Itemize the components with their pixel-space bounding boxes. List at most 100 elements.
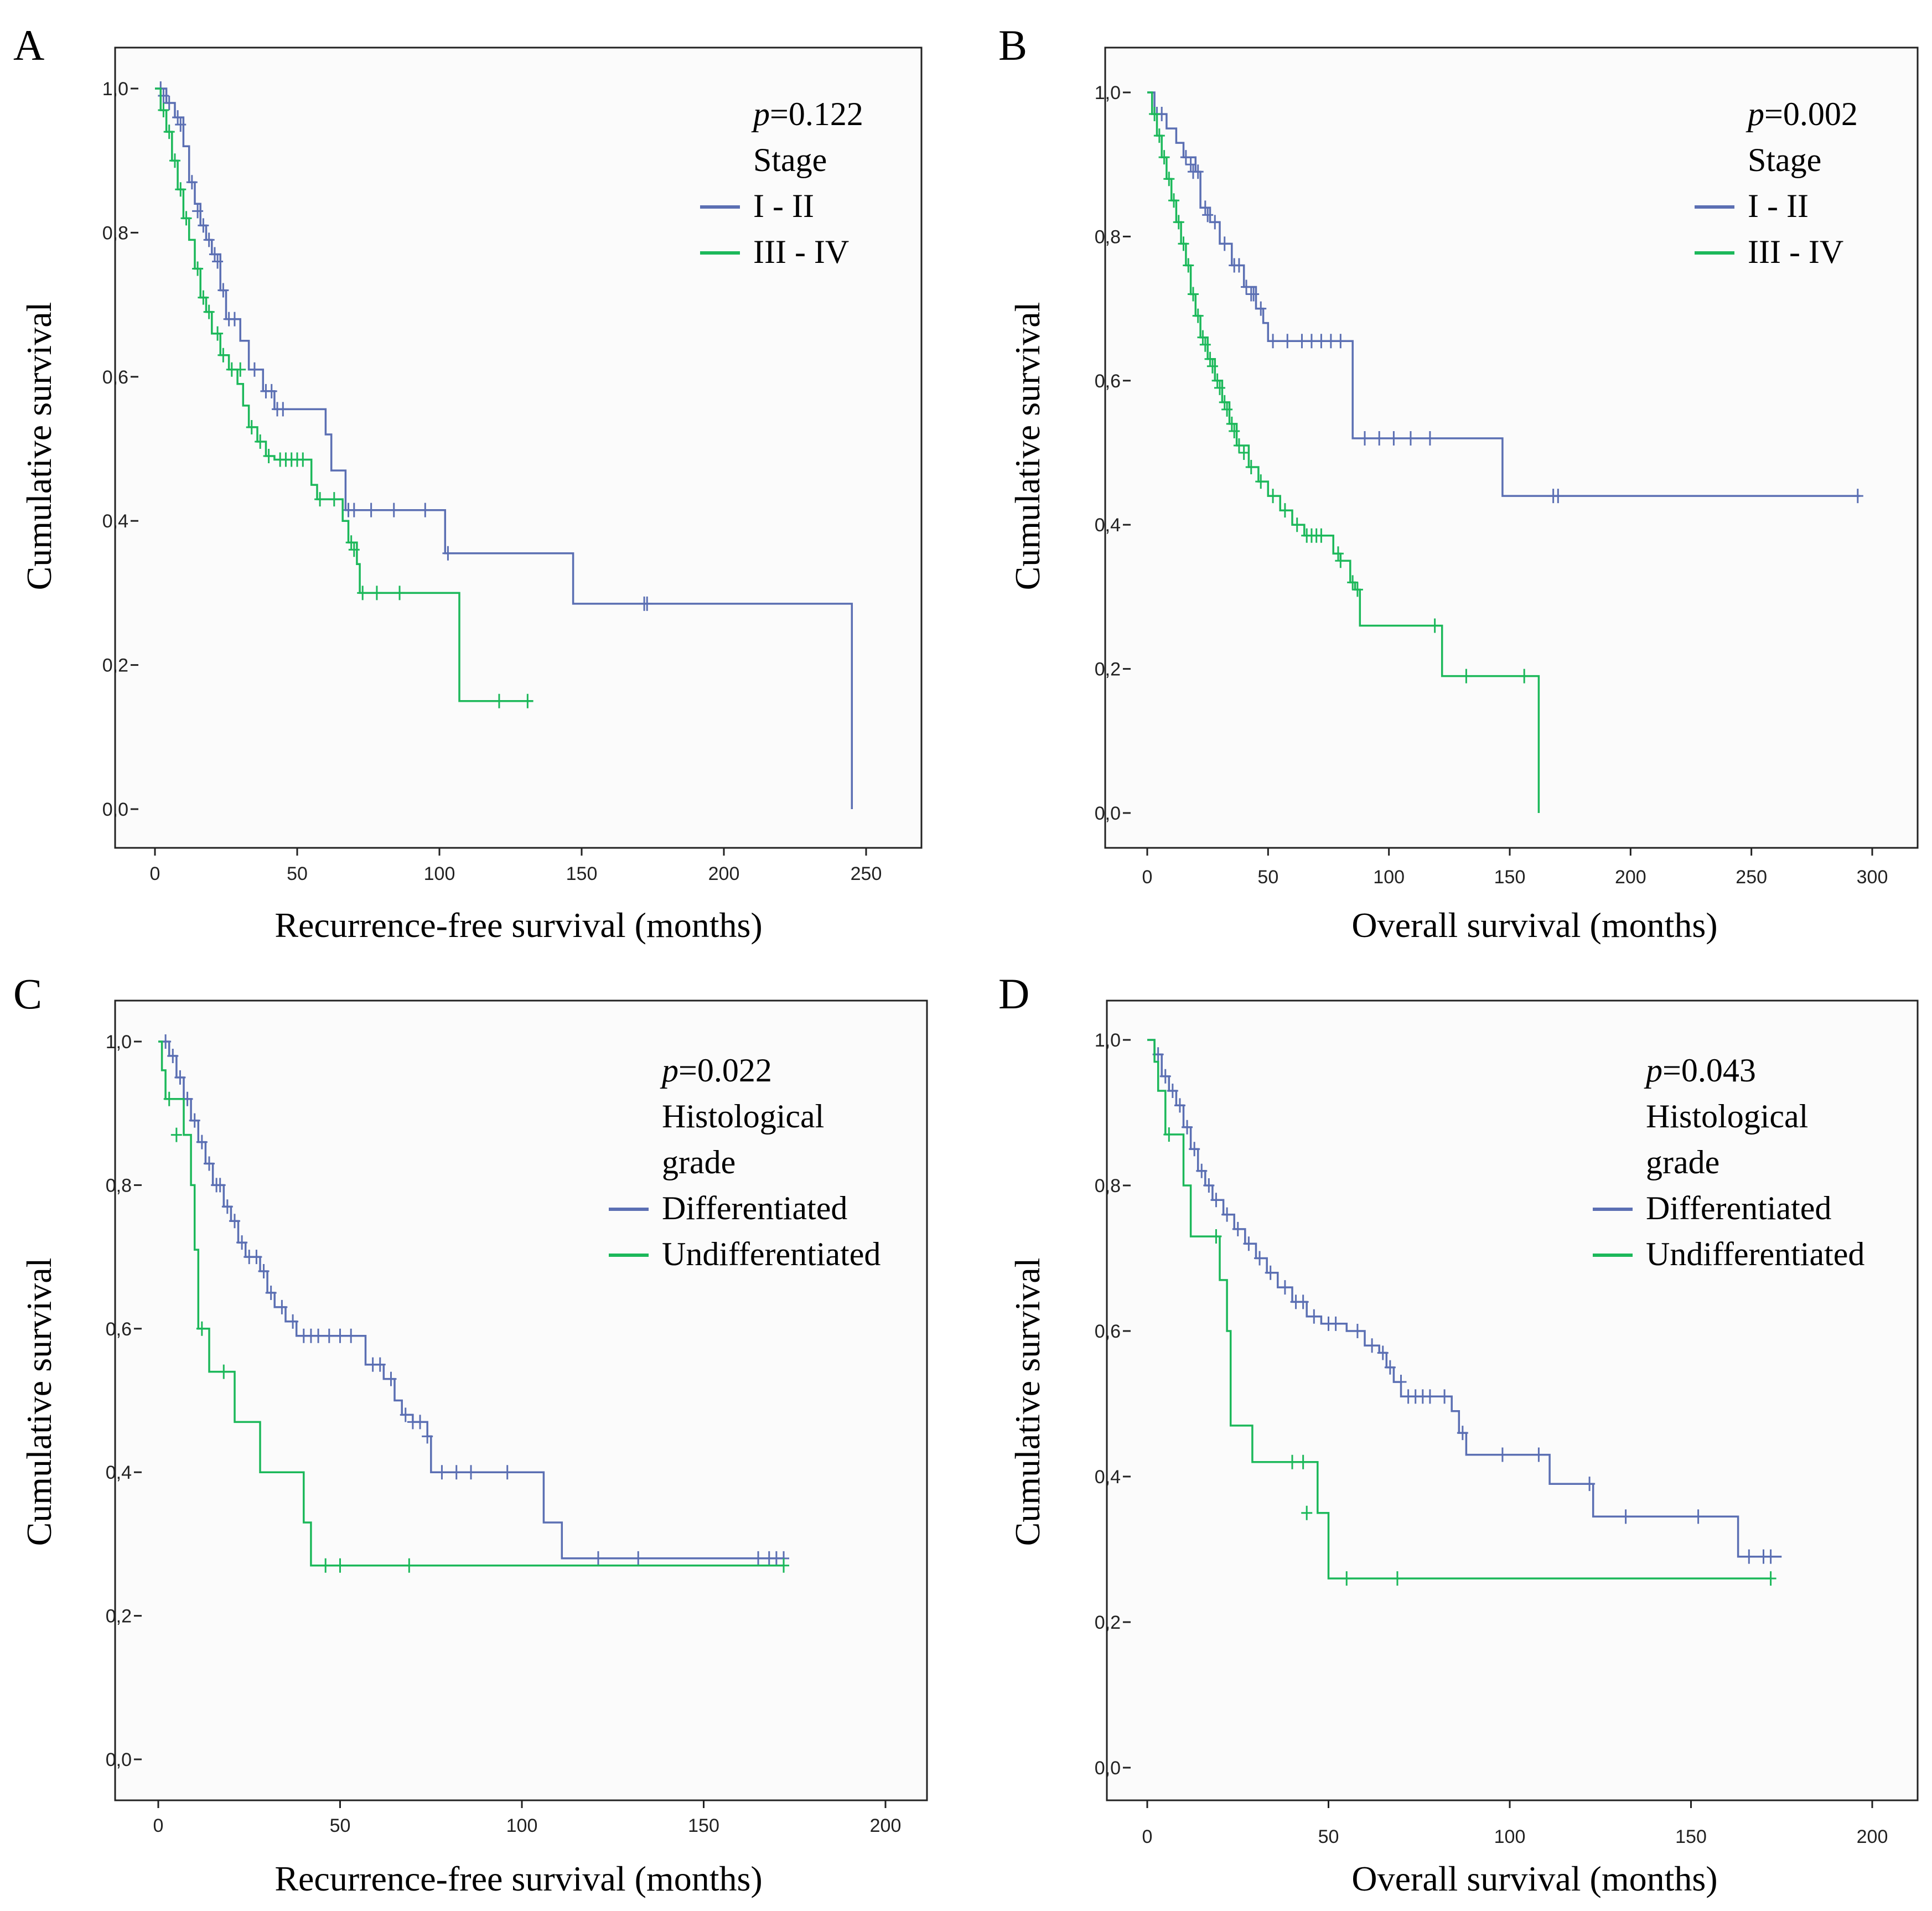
censor-mark	[345, 535, 357, 550]
censor-mark	[1287, 1454, 1298, 1469]
censor-mark	[1351, 582, 1363, 597]
x-tick-label: 0	[1142, 1826, 1153, 1847]
censor-mark	[1279, 1280, 1291, 1295]
censor-mark	[1308, 1309, 1320, 1324]
censor-mark	[334, 1558, 346, 1573]
censor-mark	[1692, 1509, 1704, 1524]
censor-mark	[209, 247, 220, 262]
censor-mark	[1163, 1127, 1175, 1142]
censor-mark	[320, 1558, 332, 1573]
censor-mark	[1533, 1447, 1545, 1462]
censor-mark	[1226, 416, 1237, 431]
censor-mark	[217, 348, 229, 362]
censor-mark	[1229, 423, 1240, 438]
censor-mark	[1291, 517, 1303, 532]
y-tick-label: 0,6	[1095, 1321, 1121, 1342]
censor-mark	[175, 117, 187, 132]
censor-mark	[1243, 1236, 1255, 1251]
censor-mark	[1279, 503, 1291, 518]
y-tick-label: 1,0	[106, 1032, 132, 1053]
censor-mark	[1233, 438, 1245, 453]
censor-mark	[1167, 1084, 1178, 1099]
censor-mark	[214, 1178, 226, 1193]
p-value-label: p=0.122	[751, 96, 863, 132]
censor-mark	[1255, 474, 1267, 489]
censor-mark	[394, 586, 406, 600]
censor-mark	[345, 1328, 357, 1343]
p-value-label: p=0.043	[1644, 1052, 1756, 1089]
censor-mark	[1199, 337, 1211, 352]
legend-title: Stage	[1748, 142, 1821, 178]
y-tick-label: 0,2	[106, 1606, 132, 1627]
censor-mark	[1306, 334, 1317, 349]
censor-mark	[169, 153, 180, 168]
censor-mark	[1496, 1447, 1508, 1462]
censor-mark	[1267, 489, 1279, 504]
censor-mark	[365, 503, 377, 517]
plot-area	[114, 999, 928, 1801]
x-tick-label: 100	[506, 1815, 538, 1836]
survival-curve-undifferentiated	[1147, 1039, 1771, 1579]
censor-mark	[198, 290, 209, 305]
y-tick-label: 0,6	[106, 1319, 132, 1340]
censor-mark	[1374, 431, 1385, 446]
censor-mark	[314, 492, 326, 507]
censor-mark	[385, 1371, 397, 1386]
censor-mark	[1245, 460, 1257, 475]
legend-entry: Undifferentiated	[1646, 1236, 1864, 1272]
censor-mark	[633, 1551, 644, 1566]
censor-mark	[248, 362, 260, 377]
legend-title: grade	[662, 1144, 735, 1180]
censor-mark	[174, 1070, 186, 1085]
censor-mark	[1347, 575, 1359, 590]
censor-mark	[1153, 128, 1165, 143]
censor-mark	[1163, 172, 1175, 187]
censor-mark	[1377, 1345, 1389, 1360]
y-tick-label: 0,0	[106, 1749, 132, 1770]
legend-entry: III - IV	[753, 234, 849, 270]
censor-mark	[263, 449, 274, 464]
censor-mark	[422, 1429, 433, 1444]
censor-mark	[1180, 150, 1192, 165]
censor-mark	[163, 1091, 175, 1106]
legend-title: Stage	[753, 142, 827, 178]
legend-title: grade	[1646, 1144, 1719, 1180]
y-tick-label: 0,0	[102, 799, 128, 820]
censor-mark	[1391, 1571, 1403, 1586]
censor-mark	[1460, 669, 1472, 683]
censor-mark	[1255, 301, 1267, 316]
panel-letter: A	[13, 21, 44, 69]
censor-mark	[1296, 334, 1308, 349]
censor-mark	[212, 254, 224, 269]
censor-mark	[1185, 157, 1197, 172]
censor-mark	[1174, 1098, 1185, 1113]
x-tick-label: 50	[287, 863, 308, 884]
censor-mark	[1359, 431, 1370, 446]
censor-mark	[158, 103, 169, 118]
x-tick-label: 200	[870, 1815, 902, 1836]
x-tick-label: 200	[1615, 867, 1646, 888]
censor-mark	[357, 586, 369, 600]
x-axis-title: Recurrence-free survival (months)	[274, 905, 762, 945]
censor-mark	[1351, 1324, 1363, 1338]
censor-mark	[1232, 1221, 1244, 1236]
censor-mark	[1159, 1069, 1171, 1084]
legend-entry: I - II	[1748, 188, 1809, 224]
censor-mark	[217, 283, 229, 298]
censor-mark	[1211, 373, 1223, 388]
censor-mark	[1204, 351, 1216, 366]
censor-mark	[266, 384, 277, 398]
censor-mark	[334, 1328, 346, 1343]
censor-mark	[1196, 1163, 1208, 1178]
censor-mark	[218, 1364, 230, 1379]
censor-mark	[371, 586, 382, 600]
censor-mark	[1366, 1338, 1378, 1353]
x-tick-label: 50	[330, 1815, 351, 1836]
panel-d: D 0,0 0,2 0,4 0,6 0,8 1,0 0 50 100 150 200 Overall …	[998, 970, 1919, 1898]
censor-mark	[1219, 395, 1230, 410]
censor-mark	[1248, 287, 1260, 302]
censor-mark	[1265, 1265, 1276, 1280]
censor-mark	[1221, 1207, 1233, 1222]
censor-mark	[203, 304, 215, 319]
censor-mark	[442, 546, 454, 561]
